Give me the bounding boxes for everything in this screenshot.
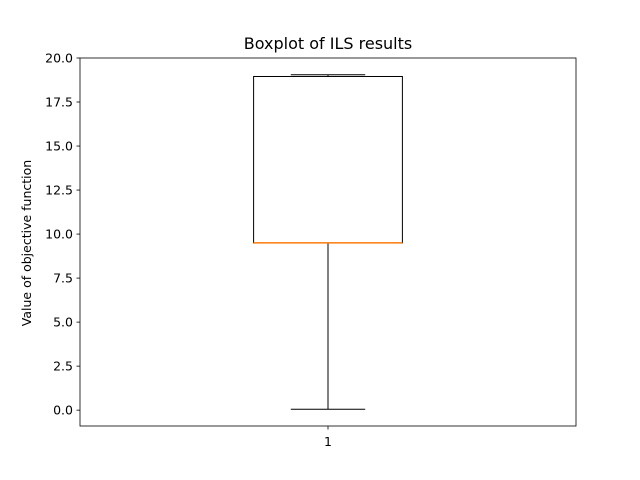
y-tick-label: 7.5: [53, 271, 73, 286]
y-tick-label: 0.0: [53, 403, 73, 418]
box-1: [253, 74, 403, 410]
x-tick-label: 1: [324, 434, 332, 449]
plot-area-frame: [79, 57, 577, 427]
y-tick-label: 10.0: [45, 227, 73, 242]
x-axis-ticks: 1: [324, 426, 332, 449]
y-tick-label: 17.5: [45, 95, 73, 110]
y-tick-label: 2.5: [53, 359, 73, 374]
y-tick-label: 15.0: [45, 139, 73, 154]
y-axis-label: Value of objective function: [19, 160, 34, 326]
box-group: [253, 74, 403, 410]
y-tick-label: 5.0: [53, 315, 73, 330]
y-axis-ticks: 0.0 2.5 5.0 7.5 10.0 12.5 15.0 17.5 20.0: [45, 51, 80, 418]
chart-title: Boxplot of ILS results: [244, 34, 412, 53]
y-tick-label: 20.0: [45, 51, 73, 66]
y-tick-label: 12.5: [45, 183, 73, 198]
